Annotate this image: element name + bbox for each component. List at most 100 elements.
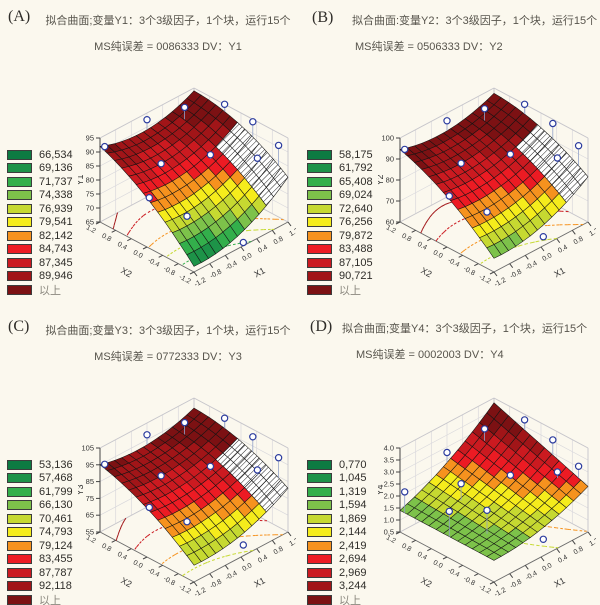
svg-text:X2: X2	[419, 265, 433, 279]
panel-c-label: (C)	[8, 318, 30, 335]
svg-text:60: 60	[386, 218, 394, 227]
legend-item: 87,345	[7, 256, 73, 270]
legend-value: 53,136	[39, 458, 73, 471]
legend-value: 57,468	[39, 472, 73, 485]
svg-text:1.2: 1.2	[85, 534, 97, 545]
legend-color-swatch	[307, 581, 332, 592]
legend-item: 92,118	[7, 580, 73, 594]
svg-text:90: 90	[86, 148, 94, 157]
legend-value: 92,118	[39, 580, 72, 593]
legend-item: 2,969	[307, 566, 367, 580]
legend-item: 79,124	[7, 539, 73, 553]
legend-value: 2,419	[339, 539, 367, 552]
legend-item: 以上	[7, 283, 73, 297]
legend-color-swatch	[307, 459, 332, 470]
legend-item: 57,468	[7, 472, 73, 486]
svg-text:70: 70	[386, 197, 394, 206]
svg-text:-0.4: -0.4	[146, 257, 160, 269]
svg-text:Y1: Y1	[78, 174, 85, 185]
legend-color-swatch	[7, 257, 32, 268]
legend-item: 1,594	[307, 499, 367, 513]
svg-text:1.2: 1.2	[288, 227, 296, 238]
legend-color-swatch	[307, 163, 332, 174]
legend-color-swatch	[307, 271, 332, 282]
svg-text:-0.4: -0.4	[525, 570, 539, 582]
svg-text:0.0: 0.0	[432, 249, 444, 260]
legend-color-swatch	[307, 176, 332, 187]
legend-value: 以上	[339, 284, 361, 297]
svg-text:0.0: 0.0	[241, 252, 253, 263]
svg-text:-1.2: -1.2	[493, 277, 507, 289]
svg-text:-0.8: -0.8	[462, 265, 476, 277]
svg-text:X2: X2	[119, 265, 133, 279]
legend-value: 以上	[339, 594, 361, 605]
legend-item: 53,136	[7, 458, 73, 472]
svg-text:0.4: 0.4	[557, 244, 569, 255]
svg-text:65: 65	[86, 218, 94, 227]
legend-color-swatch	[7, 527, 32, 538]
legend-item: 71,737	[7, 175, 73, 189]
legend-color-swatch	[7, 244, 32, 255]
legend-value: 58,175	[339, 148, 373, 161]
legend-item: 74,793	[7, 526, 73, 540]
legend-value: 82,142	[39, 229, 73, 242]
legend-item: 61,792	[307, 162, 373, 176]
panel-b-surface-plot: 60708090100Y2-1.2-0.8-0.40.00.40.81.2-1.…	[378, 87, 596, 289]
svg-text:80: 80	[386, 176, 394, 185]
legend-item: 89,946	[7, 270, 73, 284]
legend-item: 84,743	[7, 243, 73, 257]
svg-text:-0.4: -0.4	[225, 260, 239, 272]
svg-text:90: 90	[386, 155, 394, 164]
panel-c-subtitle: MS纯误差 = 0772333 DV：Y3	[94, 351, 242, 363]
legend-color-swatch	[307, 540, 332, 551]
svg-text:-1.2: -1.2	[493, 587, 507, 599]
svg-text:-0.8: -0.8	[509, 578, 523, 590]
svg-text:Y3: Y3	[78, 484, 85, 495]
svg-text:95: 95	[86, 134, 94, 143]
svg-text:1.2: 1.2	[588, 537, 596, 548]
legend-color-swatch	[7, 500, 32, 511]
legend-color-swatch	[7, 459, 32, 470]
svg-text:0.8: 0.8	[573, 236, 585, 247]
legend-value: 79,541	[39, 216, 73, 229]
legend-color-swatch	[7, 163, 32, 174]
legend-color-swatch	[7, 284, 32, 295]
panel-d-subtitle: MS纯误差 = 0002003 DV：Y4	[356, 349, 504, 361]
svg-text:0.4: 0.4	[416, 241, 428, 252]
svg-text:Y4: Y4	[378, 484, 385, 495]
svg-text:3.5: 3.5	[384, 456, 394, 465]
legend-color-swatch	[7, 594, 32, 605]
legend-color-swatch	[7, 203, 32, 214]
svg-text:0.8: 0.8	[400, 233, 412, 244]
svg-text:100: 100	[381, 134, 394, 143]
legend-item: 87,787	[7, 566, 73, 580]
legend-color-swatch	[307, 500, 332, 511]
legend-color-swatch	[7, 473, 32, 484]
svg-text:2.5: 2.5	[384, 480, 394, 489]
svg-text:80: 80	[86, 176, 94, 185]
legend-value: 72,640	[339, 202, 373, 215]
legend-value: 69,024	[339, 189, 373, 202]
legend-color-swatch	[7, 540, 32, 551]
legend-value: 89,946	[39, 270, 73, 283]
legend-value: 83,455	[39, 553, 73, 566]
legend-color-swatch	[7, 230, 32, 241]
legend-value: 76,939	[39, 202, 73, 215]
svg-text:-1.2: -1.2	[193, 587, 207, 599]
legend-item: 76,256	[307, 216, 373, 230]
legend-value: 2,969	[339, 566, 367, 579]
legend-item: 2,419	[307, 539, 367, 553]
svg-text:-0.8: -0.8	[509, 268, 523, 280]
legend-color-swatch	[307, 284, 332, 295]
legend-item: 65,408	[307, 175, 373, 189]
legend-item: 83,455	[7, 553, 73, 567]
svg-text:-1.2: -1.2	[178, 274, 192, 286]
legend-item: 87,105	[307, 256, 373, 270]
svg-text:1.2: 1.2	[288, 537, 296, 548]
legend-item: 66,534	[7, 148, 73, 162]
legend-value: 1,869	[339, 512, 367, 525]
legend-value: 61,799	[39, 485, 73, 498]
svg-text:-0.4: -0.4	[446, 257, 460, 269]
legend-value: 1,594	[339, 499, 367, 512]
